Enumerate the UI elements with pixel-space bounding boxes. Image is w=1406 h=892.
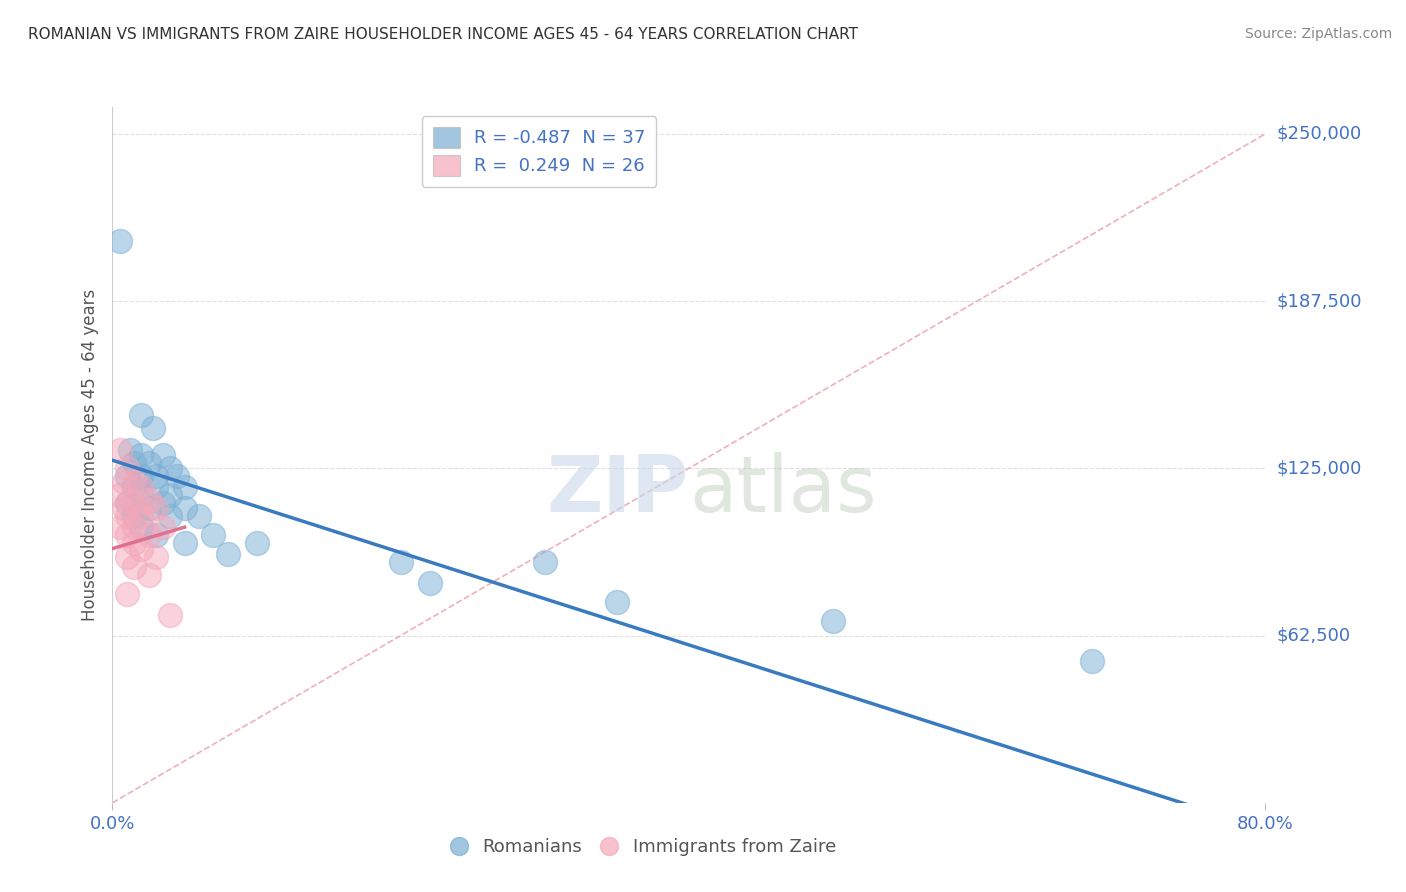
Point <box>166 469 188 483</box>
Point <box>112 475 135 489</box>
Point <box>129 520 153 534</box>
Legend: Romanians, Immigrants from Zaire: Romanians, Immigrants from Zaire <box>443 831 844 863</box>
Point <box>145 480 167 494</box>
Y-axis label: Householder Income Ages 45 - 64 years: Householder Income Ages 45 - 64 years <box>80 289 98 621</box>
Point <box>419 576 441 591</box>
Point <box>122 480 145 494</box>
Point <box>152 520 174 534</box>
Point <box>533 555 555 569</box>
Point <box>115 528 138 542</box>
Point <box>122 560 145 574</box>
Text: $125,000: $125,000 <box>1277 459 1362 477</box>
Point <box>142 421 165 435</box>
Text: $62,500: $62,500 <box>1277 626 1351 645</box>
Text: $187,500: $187,500 <box>1277 292 1362 310</box>
Text: atlas: atlas <box>689 451 876 528</box>
Point <box>122 509 145 524</box>
Point <box>245 536 267 550</box>
Point <box>145 549 167 564</box>
Point <box>129 408 153 422</box>
Text: Source: ZipAtlas.com: Source: ZipAtlas.com <box>1244 27 1392 41</box>
Point <box>217 547 239 561</box>
Point <box>152 496 174 510</box>
Point <box>108 442 131 457</box>
Point <box>129 448 153 462</box>
Text: $250,000: $250,000 <box>1277 125 1362 143</box>
Point <box>173 480 195 494</box>
Point <box>127 501 149 516</box>
Point <box>159 488 181 502</box>
Point <box>115 509 138 524</box>
Point <box>159 509 181 524</box>
Point <box>138 528 160 542</box>
Point <box>122 456 145 470</box>
Point <box>112 501 135 516</box>
Point <box>188 509 211 524</box>
Point <box>159 608 181 623</box>
Point <box>145 501 167 516</box>
Point <box>122 475 145 489</box>
Point <box>115 461 138 475</box>
Point <box>1081 654 1104 668</box>
Point <box>138 501 160 516</box>
Point <box>389 555 412 569</box>
Point <box>129 541 153 556</box>
Point <box>138 568 160 582</box>
Point <box>129 488 153 502</box>
Point <box>115 496 138 510</box>
Point <box>173 501 195 516</box>
Point <box>145 528 167 542</box>
Point <box>118 493 141 508</box>
Point <box>129 509 153 524</box>
Point <box>118 442 141 457</box>
Point <box>159 461 181 475</box>
Point <box>115 549 138 564</box>
Point <box>129 469 153 483</box>
Point <box>115 469 138 483</box>
Text: ROMANIAN VS IMMIGRANTS FROM ZAIRE HOUSEHOLDER INCOME AGES 45 - 64 YEARS CORRELAT: ROMANIAN VS IMMIGRANTS FROM ZAIRE HOUSEH… <box>28 27 858 42</box>
Point <box>115 587 138 601</box>
Point <box>122 520 145 534</box>
Point <box>108 520 131 534</box>
Point <box>821 614 844 628</box>
Point <box>122 536 145 550</box>
Point <box>202 528 225 542</box>
Text: ZIP: ZIP <box>547 451 689 528</box>
Point <box>108 488 131 502</box>
Point <box>152 448 174 462</box>
Point <box>108 234 131 248</box>
Point <box>173 536 195 550</box>
Point <box>145 469 167 483</box>
Point <box>138 456 160 470</box>
Point <box>606 595 628 609</box>
Point <box>129 480 153 494</box>
Point <box>138 493 160 508</box>
